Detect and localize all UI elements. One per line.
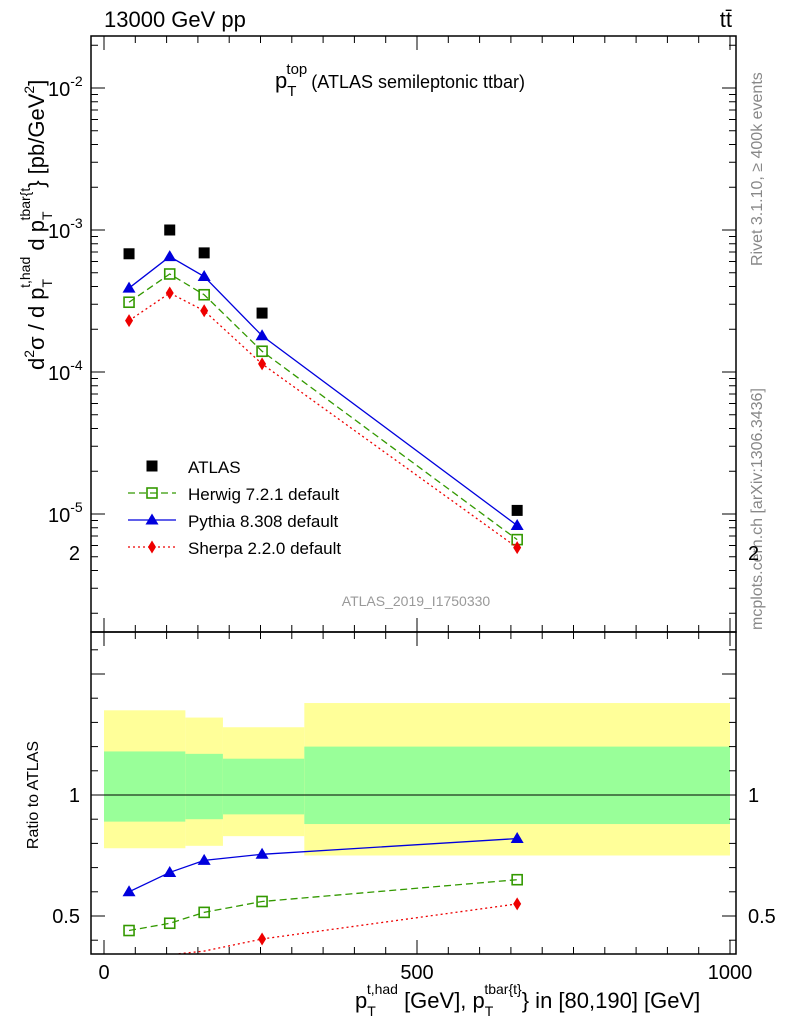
ratio-y-tick-label: 1 bbox=[69, 785, 80, 807]
ratio-ylabel: Ratio to ATLAS bbox=[25, 741, 42, 849]
data-point bbox=[256, 895, 268, 908]
data-point bbox=[511, 504, 523, 516]
ratio-y-tick-label: 0.5 bbox=[52, 906, 80, 928]
data-point bbox=[510, 518, 524, 530]
data-point bbox=[197, 853, 211, 865]
series-line bbox=[128, 292, 518, 549]
energy-label: 13000 GeV pp bbox=[104, 7, 246, 32]
y-tick-label: 10-5 bbox=[48, 499, 83, 527]
data-point bbox=[163, 865, 177, 877]
y-tick-label: 10-4 bbox=[48, 357, 83, 385]
ratio-y-tick-label: 2 bbox=[69, 543, 80, 565]
legend-label: Herwig 7.2.1 default bbox=[188, 485, 339, 504]
ratio-y-tick-label: 1 bbox=[748, 785, 759, 807]
plot-title: pTtop(ATLAS semileptonic ttbar) bbox=[275, 61, 525, 100]
ratio-series-group bbox=[122, 832, 524, 954]
data-point bbox=[122, 281, 136, 293]
x-tick-label: 0 bbox=[98, 962, 109, 984]
legend-label: Sherpa 2.2.0 default bbox=[188, 539, 341, 558]
x-tick-label: 500 bbox=[400, 962, 433, 984]
data-point bbox=[255, 847, 269, 859]
data-point bbox=[163, 268, 176, 280]
data-point bbox=[198, 288, 210, 301]
main-ylabel: d2σ / d pTt,had d pTtbar{t} [pb/GeV2] bbox=[17, 80, 55, 370]
data-point bbox=[258, 357, 267, 371]
x-axis-title: pTt,had [GeV], pTtbar{t}} in [80,190] [G… bbox=[355, 981, 700, 1019]
data-point bbox=[122, 885, 136, 897]
ratio-y-tick-label: 0.5 bbox=[748, 906, 776, 928]
data-point bbox=[256, 345, 268, 358]
data-point bbox=[163, 917, 176, 930]
x-tick-label: 1000 bbox=[708, 962, 753, 984]
data-point bbox=[164, 224, 176, 236]
data-point bbox=[123, 296, 135, 309]
data-point bbox=[513, 897, 522, 911]
series-line bbox=[170, 903, 518, 954]
main-series-group bbox=[122, 224, 524, 555]
mcplots-label: mcplots.cern.ch [arXiv:1306.3436] bbox=[749, 388, 766, 630]
y-tick-label: 10-3 bbox=[48, 215, 83, 243]
inner-band-bin bbox=[104, 751, 186, 822]
legend-label: Pythia 8.308 default bbox=[188, 512, 339, 531]
data-point bbox=[125, 314, 134, 328]
ratio-y-tick-label: 2 bbox=[748, 543, 759, 565]
data-point bbox=[510, 832, 524, 844]
y-tick-label: 10-2 bbox=[48, 73, 83, 101]
ratio-bands-group bbox=[91, 703, 736, 856]
data-point bbox=[200, 304, 209, 318]
legend-marker bbox=[148, 540, 156, 554]
series-line bbox=[128, 879, 518, 932]
data-point bbox=[511, 873, 523, 886]
data-point bbox=[165, 286, 174, 300]
analysis-label: ATLAS_2019_I1750330 bbox=[342, 593, 491, 609]
data-point bbox=[198, 906, 210, 919]
inner-band-bin bbox=[185, 753, 223, 820]
data-point bbox=[256, 307, 268, 319]
series-line bbox=[128, 273, 518, 541]
legend-marker bbox=[146, 460, 158, 472]
legend-label: ATLAS bbox=[188, 458, 241, 477]
legend-marker bbox=[146, 487, 158, 499]
data-point bbox=[513, 541, 522, 555]
inner-band-bin bbox=[222, 758, 305, 815]
data-point bbox=[163, 250, 177, 262]
inner-band-bin bbox=[304, 746, 730, 825]
process-label: tt̄ bbox=[720, 7, 732, 32]
data-point bbox=[123, 924, 135, 937]
legend: ATLAS Herwig 7.2.1 default Pythia 8.308 de… bbox=[128, 458, 341, 558]
ratio-frame bbox=[90, 631, 737, 955]
data-point bbox=[255, 329, 269, 341]
data-point bbox=[197, 270, 211, 282]
rivet-label: Rivet 3.1.10, ≥ 400k events bbox=[749, 72, 766, 266]
data-point bbox=[198, 247, 210, 259]
data-point bbox=[258, 932, 267, 946]
legend-marker bbox=[145, 513, 159, 525]
data-point bbox=[123, 248, 135, 260]
axes-group: 10-5 10-4 10-3 10-2 0 500 1000 0.5 0.5 1 1 2 2 bbox=[48, 35, 776, 984]
